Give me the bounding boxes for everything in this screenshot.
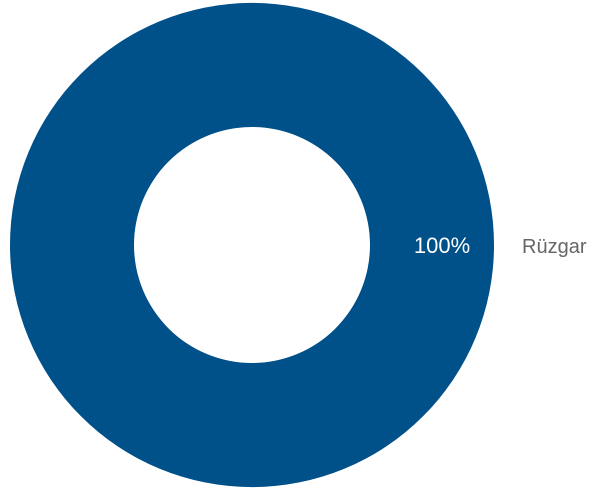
slice-value-label: 100% — [414, 233, 470, 258]
donut-slice — [9, 2, 495, 488]
donut-labels: 100% Rüzgar — [414, 233, 587, 258]
slice-category-label: Rüzgar — [522, 236, 587, 258]
donut-slices — [9, 2, 495, 488]
